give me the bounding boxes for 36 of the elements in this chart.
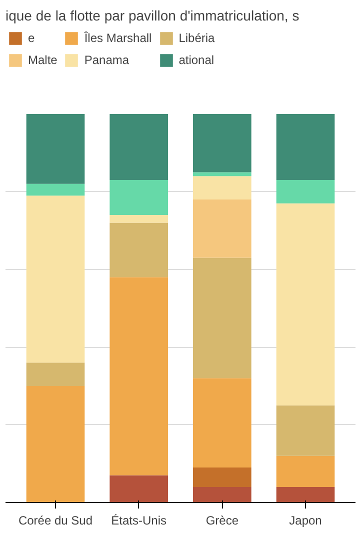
- bar: [110, 222, 168, 278]
- bar: [193, 199, 252, 258]
- bar: [276, 486, 335, 502]
- bar: [110, 214, 168, 223]
- bar: [276, 405, 335, 456]
- bar: [110, 180, 168, 215]
- x-tick-label: Grèce: [206, 514, 239, 528]
- x-tick-label: Japon: [289, 514, 322, 528]
- bar: [276, 114, 335, 180]
- bar: [276, 203, 335, 406]
- legend-label: ational: [178, 53, 214, 67]
- bar: [276, 456, 335, 487]
- bar: [110, 277, 168, 476]
- legend-label: e: [28, 31, 36, 45]
- bar: [26, 386, 85, 502]
- bar: [193, 486, 252, 502]
- legend-label: Îles Marshall: [84, 31, 152, 45]
- bar: [193, 258, 252, 378]
- bar: [26, 184, 85, 196]
- legend-label: Panama: [84, 53, 130, 67]
- bar: [26, 114, 85, 184]
- bar: [193, 172, 252, 176]
- bar: [26, 196, 85, 363]
- bar: [193, 468, 252, 487]
- bar: [26, 362, 85, 386]
- bar: [276, 180, 335, 204]
- legend-label: Libéria: [178, 31, 215, 45]
- bar: [193, 114, 252, 172]
- bar: [110, 114, 168, 180]
- bar: [193, 176, 252, 200]
- legend-label: Malte: [28, 53, 58, 67]
- bar: [193, 378, 252, 468]
- x-tick-label: États-Unis: [111, 514, 167, 528]
- chart-title: ique de la flotte par pavillon d'immatriculation, s: [6, 8, 300, 24]
- x-tick-label: Corée du Sud: [18, 514, 93, 528]
- bar: [110, 475, 168, 502]
